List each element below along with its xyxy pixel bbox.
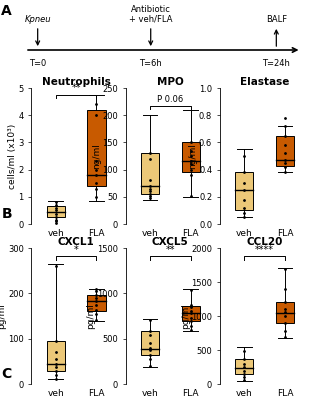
- Title: CXCL1: CXCL1: [58, 237, 95, 247]
- Bar: [235, 359, 253, 374]
- Bar: [181, 306, 200, 322]
- Text: T=6h: T=6h: [139, 59, 162, 68]
- Text: T=24h: T=24h: [263, 59, 290, 68]
- Bar: [47, 206, 65, 217]
- Y-axis label: ng/ml: ng/ml: [92, 143, 101, 169]
- Text: A: A: [1, 4, 11, 18]
- Text: **: **: [165, 245, 175, 255]
- Text: *: *: [74, 245, 78, 255]
- Bar: [87, 295, 106, 310]
- Bar: [141, 330, 159, 355]
- Text: Antibiotic
+ veh/FLA: Antibiotic + veh/FLA: [129, 5, 172, 24]
- Bar: [181, 142, 200, 172]
- Y-axis label: cells/ml (x10³): cells/ml (x10³): [8, 123, 17, 189]
- Title: MPO: MPO: [157, 77, 184, 87]
- Text: C: C: [2, 367, 12, 381]
- Text: BALF: BALF: [266, 15, 287, 24]
- Title: Elastase: Elastase: [240, 77, 289, 87]
- Text: Kpneu: Kpneu: [24, 15, 51, 24]
- Y-axis label: ng/ml: ng/ml: [188, 143, 198, 169]
- Title: CXCL5: CXCL5: [152, 237, 189, 247]
- Text: **: **: [71, 84, 81, 94]
- Text: B: B: [2, 207, 12, 221]
- Y-axis label: pg/ml: pg/ml: [0, 303, 7, 329]
- Bar: [47, 341, 65, 371]
- Text: P 0.06: P 0.06: [157, 95, 183, 104]
- Bar: [87, 110, 106, 186]
- Text: T=0: T=0: [29, 59, 46, 68]
- Title: Neutrophils: Neutrophils: [42, 77, 111, 87]
- Bar: [276, 302, 294, 324]
- Y-axis label: pg/ml: pg/ml: [181, 303, 190, 329]
- Y-axis label: pg/ml: pg/ml: [87, 303, 95, 329]
- Bar: [141, 153, 159, 194]
- Title: CCL20: CCL20: [246, 237, 283, 247]
- Bar: [235, 172, 253, 210]
- Text: ****: ****: [255, 245, 274, 255]
- Bar: [276, 136, 294, 166]
